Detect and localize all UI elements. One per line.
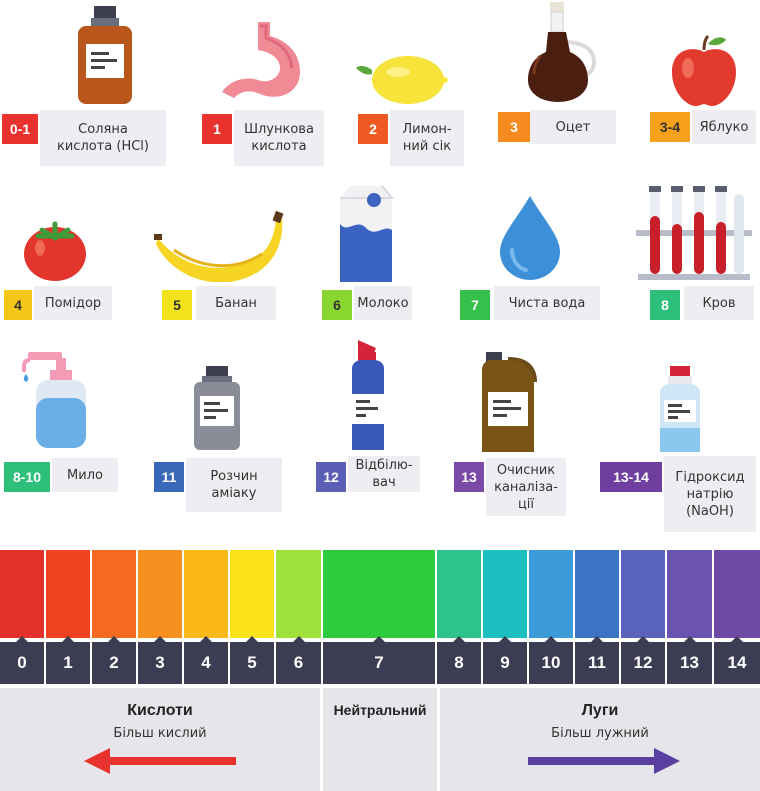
water-drop-icon [500, 196, 560, 280]
ph-band-12 [621, 550, 665, 638]
ph-number: 5 [230, 636, 274, 684]
ph-badge: 4 [4, 290, 32, 320]
bases-panel: Луги Більш лужний [440, 688, 760, 791]
ph-band-6 [276, 550, 321, 638]
ph-band-10 [529, 550, 573, 638]
substance-label: Мило [52, 458, 118, 492]
ph-number: 1 [46, 636, 90, 684]
bases-subtitle: Більш лужний [551, 726, 649, 741]
banana-icon [154, 210, 284, 282]
acids-panel: Кислоти Більш кислий [0, 688, 320, 791]
bases-title: Луги [581, 702, 619, 719]
ph-number: 7 [323, 636, 435, 684]
ph-badge: 12 [316, 462, 346, 492]
naoh-bottle-icon [660, 366, 700, 452]
ph-badge: 3 [498, 112, 530, 142]
ph-band-3 [138, 550, 182, 638]
lemon-icon [356, 56, 448, 104]
ph-number: 4 [184, 636, 228, 684]
ph-number: 10 [529, 636, 573, 684]
ph-badge: 8 [650, 290, 680, 320]
acids-title: Кислоти [127, 702, 193, 719]
ph-badge: 11 [154, 462, 184, 492]
stomach-icon [222, 22, 300, 98]
ph-band-7 [323, 550, 435, 638]
ph-band-0 [0, 550, 44, 638]
substance-label: Молоко [354, 286, 412, 320]
ph-badge: 7 [460, 290, 490, 320]
ph-band-14 [714, 550, 760, 638]
ph-number: 13 [667, 636, 712, 684]
ph-band-9 [483, 550, 527, 638]
test-tubes-icon [636, 186, 752, 280]
ph-badge: 3-4 [650, 112, 690, 142]
cleaner-canister-icon [482, 352, 537, 452]
ph-badge: 1 [202, 114, 232, 144]
ph-number: 0 [0, 636, 44, 684]
substance-label: Розчин аміаку [186, 458, 282, 512]
ph-number: 9 [483, 636, 527, 684]
ph-band-4 [184, 550, 228, 638]
tomato-icon [24, 221, 86, 281]
ph-band-13 [667, 550, 712, 638]
substance-label: Оцет [530, 110, 616, 144]
ph-badge: 2 [358, 114, 388, 144]
bleach-bottle-icon [352, 340, 384, 450]
substance-label: Соляна кислота (HCl) [40, 110, 166, 166]
ph-badge: 5 [162, 290, 192, 320]
substance-label: Банан [196, 286, 276, 320]
ph-badge: 13-14 [600, 462, 662, 492]
soap-dispenser-icon [22, 352, 86, 448]
bottle-icon [78, 6, 132, 104]
ph-number: 6 [276, 636, 321, 684]
substance-label: Яблуко [692, 110, 756, 144]
ph-badge: 6 [322, 290, 352, 320]
ph-number: 12 [621, 636, 665, 684]
ph-number: 8 [437, 636, 481, 684]
ph-number: 3 [138, 636, 182, 684]
ph-number: 11 [575, 636, 619, 684]
acids-subtitle: Більш кислий [113, 726, 207, 741]
neutral-panel: Нейтральний [323, 688, 437, 791]
apple-icon [672, 34, 736, 106]
neutral-title: Нейтральний [333, 702, 427, 718]
ph-number: 14 [714, 636, 760, 684]
ph-band-2 [92, 550, 136, 638]
substance-label: Відбілю- вач [348, 456, 420, 492]
substance-label: Очисник каналіза- ції [486, 458, 566, 516]
substance-label: Лимон- ний сік [390, 110, 464, 166]
milk-carton-icon [340, 185, 395, 282]
substance-label: Гідроксид натрію (NaOH) [664, 456, 756, 532]
substance-label: Шлункова кислота [234, 110, 324, 166]
ph-band-8 [437, 550, 481, 638]
ph-badge: 0-1 [2, 114, 38, 144]
ph-band-1 [46, 550, 90, 638]
ph-number: 2 [92, 636, 136, 684]
ammonia-bottle-icon [194, 366, 240, 450]
substance-label: Помідор [34, 286, 112, 320]
substance-label: Чиста вода [494, 286, 600, 320]
ph-band-5 [230, 550, 274, 638]
right-arrow-icon [528, 748, 680, 774]
ph-badge: 8-10 [4, 462, 50, 492]
ph-band-11 [575, 550, 619, 638]
substance-label: Кров [684, 286, 754, 320]
left-arrow-icon [84, 748, 236, 774]
ph-badge: 13 [454, 462, 484, 492]
vinegar-bottle-icon [528, 2, 597, 102]
